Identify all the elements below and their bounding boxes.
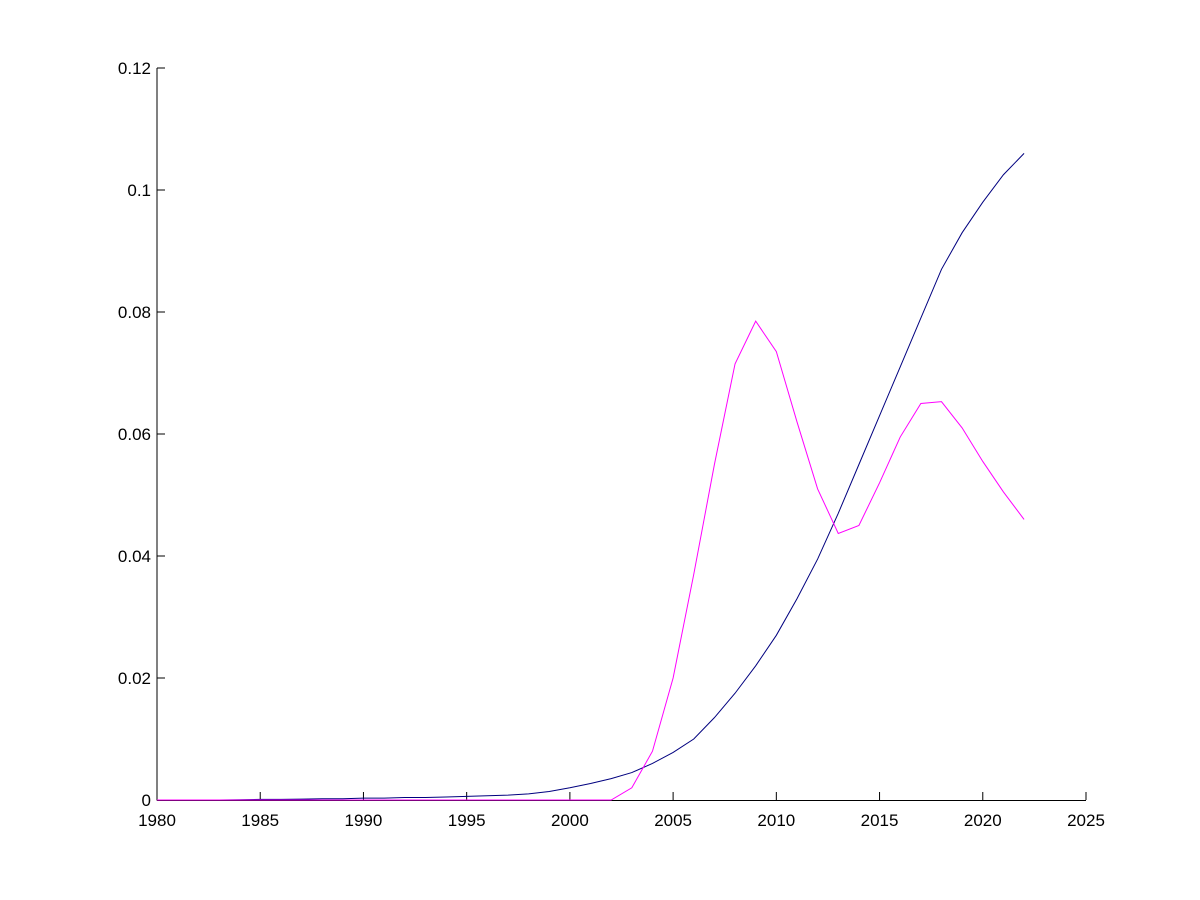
line [157,153,1025,801]
y-tick-label: 0.12 [118,59,151,78]
x-tick-label: 1995 [448,811,486,830]
y-tick-label: 0.06 [118,425,151,444]
x-tick-label: 2000 [551,811,589,830]
x-tick-label: 1980 [138,811,176,830]
line [157,320,1025,801]
x-tick-label: 2010 [757,811,795,830]
y-tick-label: 0.08 [118,303,151,322]
x-tick-label: 2020 [964,811,1002,830]
x-tick-label: 2025 [1067,811,1105,830]
x-tick-label: 2005 [654,811,692,830]
x-tick-label: 1990 [345,811,383,830]
x-tick-label: 2015 [861,811,899,830]
x-tick-label: 1985 [241,811,279,830]
y-tick-label: 0.04 [118,547,151,566]
y-tick-label: 0 [142,791,151,810]
y-tick-label: 0.02 [118,669,151,688]
y-tick-label: 0.1 [127,181,151,200]
